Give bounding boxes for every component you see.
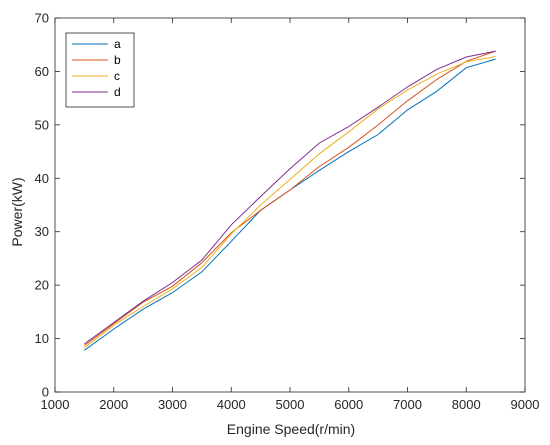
series-layer [84, 50, 496, 351]
x-tick-label: 4000 [217, 397, 246, 412]
legend-label-b: b [114, 53, 121, 67]
series-line-c [84, 56, 496, 349]
series-line-d [84, 50, 496, 345]
series-line-b [84, 50, 496, 346]
y-tick-label: 70 [35, 11, 49, 26]
x-tick-label: 6000 [334, 397, 363, 412]
y-tick-label: 40 [35, 171, 49, 186]
y-tick-label: 20 [35, 278, 49, 293]
x-tick-label: 3000 [158, 397, 187, 412]
y-tick-label: 60 [35, 64, 49, 79]
axes-layer: 1000 2000 3000 4000 5000 6000 7000 8000 9000 0 10 2… [35, 11, 540, 413]
x-axis-label: Engine Speed(r/min) [227, 421, 355, 437]
x-tick-label: 7000 [393, 397, 422, 412]
legend-box [65, 32, 135, 108]
y-tick-label: 30 [35, 224, 49, 239]
x-tick-label: 8000 [452, 397, 481, 412]
x-tick-label: 1000 [41, 397, 70, 412]
y-axis-label: Power(kW) [9, 177, 25, 246]
legend-label-c: c [114, 69, 120, 83]
y-tick-label: 50 [35, 117, 49, 132]
y-tick-label: 0 [42, 385, 49, 400]
legend-label-d: d [114, 85, 121, 99]
y-tick-label: 10 [35, 331, 49, 346]
x-tick-label: 2000 [99, 397, 128, 412]
x-tick-label: 9000 [511, 397, 540, 412]
legend-label-a: a [114, 37, 121, 51]
x-tick-label: 5000 [276, 397, 305, 412]
